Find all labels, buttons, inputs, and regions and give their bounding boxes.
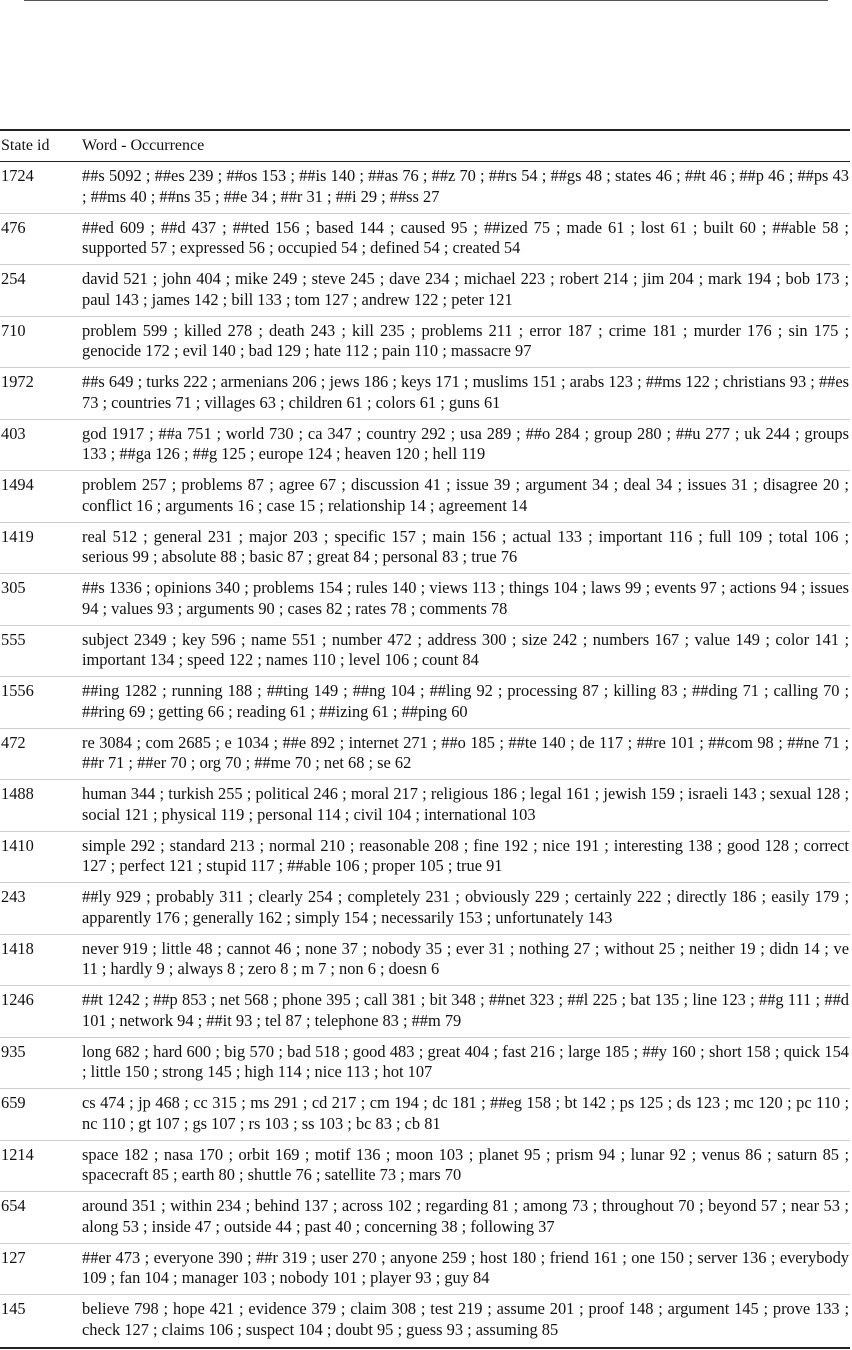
table-header-row: State id Word - Occurrence [0,131,850,162]
word-occurrence-cell: ##s 5092 ; ##es 239 ; ##os 153 ; ##is 14… [82,166,849,206]
table-row: 243 ##ly 929 ; probably 311 ; clearly 254… [0,883,850,935]
state-id-cell: 1972 [1,372,34,391]
state-word-table: State id Word - Occurrence 1724 ##s 5092 … [0,129,850,1349]
word-occurrence-cell: simple 292 ; standard 213 ; normal 210 ;… [82,835,849,876]
state-id-cell: 710 [1,320,26,340]
word-occurrence-cell: ##er 473 ; everyone 390 ; ##r 319 ; user… [82,1247,849,1288]
table-row: 1410 simple 292 ; standard 213 ; normal 2… [0,832,850,883]
table-row: 1214 space 182 ; nasa 170 ; orbit 169 ; m… [0,1141,850,1192]
word-occurrence-cell: problem 599 ; killed 278 ; death 243 ; k… [82,320,849,361]
word-occurrence-cell: subject 2349 ; key 596 ; name 551 ; numb… [82,629,849,670]
state-id-cell: 555 [1,629,26,649]
table-row: 1488 human 344 ; turkish 255 ; political … [0,780,850,832]
table-row: 654 around 351 ; within 234 ; behind 137 … [0,1192,850,1244]
page-top-rule [24,0,828,1]
table-row: 127 ##er 473 ; everyone 390 ; ##r 319 ; u… [0,1244,850,1295]
table-row: 1246 ##t 1242 ; ##p 853 ; net 568 ; phone… [0,986,850,1038]
word-occurrence-cell: around 351 ; within 234 ; behind 137 ; a… [82,1196,849,1236]
word-occurrence-cell: long 682 ; hard 600 ; big 570 ; bad 518 … [82,1041,849,1082]
table-row: 305 ##s 1336 ; opinions 340 ; problems 15… [0,574,850,626]
table-row: 1972 ##s 649 ; turks 222 ; armenians 206 … [0,368,850,420]
word-occurrence-cell: ##s 649 ; turks 222 ; armenians 206 ; je… [82,372,849,412]
state-id-cell: 935 [1,1041,26,1061]
word-occurrence-cell: space 182 ; nasa 170 ; orbit 169 ; motif… [82,1144,849,1185]
word-occurrence-cell: real 512 ; general 231 ; major 203 ; spe… [82,526,849,567]
word-occurrence-cell: problem 257 ; problems 87 ; agree 67 ; d… [82,475,849,515]
word-occurrence-cell: human 344 ; turkish 255 ; political 246 … [82,784,849,824]
state-id-header: State id [1,137,50,154]
state-id-cell: 1214 [1,1144,34,1164]
state-id-cell: 127 [1,1247,26,1267]
state-id-cell: 243 [1,887,26,906]
state-id-cell: 1410 [1,835,34,855]
table-row: 1419 real 512 ; general 231 ; major 203 ;… [0,523,850,574]
state-id-cell: 1488 [1,784,34,803]
table-row: 1724 ##s 5092 ; ##es 239 ; ##os 153 ; ##i… [0,162,850,214]
word-occurrence-cell: god 1917 ; ##a 751 ; world 730 ; ca 347 … [82,423,849,464]
word-occurrence-cell: ##t 1242 ; ##p 853 ; net 568 ; phone 395… [82,990,849,1030]
table-row: 1418 never 919 ; little 48 ; cannot 46 ; … [0,935,850,986]
table-row: 1494 problem 257 ; problems 87 ; agree 67… [0,471,850,523]
word-occurrence-cell: never 919 ; little 48 ; cannot 46 ; none… [82,938,849,979]
table-body: 1724 ##s 5092 ; ##es 239 ; ##os 153 ; ##i… [0,162,850,1347]
state-id-cell: 1418 [1,938,34,958]
state-id-cell: 403 [1,423,26,443]
table-row: 710 problem 599 ; killed 278 ; death 243 … [0,317,850,368]
state-id-cell: 1494 [1,475,34,494]
state-id-cell: 472 [1,732,26,752]
state-id-cell: 1556 [1,681,34,700]
state-id-cell: 305 [1,578,26,597]
table-row: 1556 ##ing 1282 ; running 188 ; ##ting 14… [0,677,850,729]
table-row: 476 ##ed 609 ; ##d 437 ; ##ted 156 ; base… [0,214,850,265]
table-row: 145 believe 798 ; hope 421 ; evidence 379… [0,1295,850,1347]
table-row: 403 god 1917 ; ##a 751 ; world 730 ; ca 3… [0,420,850,471]
word-occurrence-cell: cs 474 ; jp 468 ; cc 315 ; ms 291 ; cd 2… [82,1093,849,1133]
word-occurrence-cell: ##s 1336 ; opinions 340 ; problems 154 ;… [82,578,849,618]
table-row: 659 cs 474 ; jp 468 ; cc 315 ; ms 291 ; c… [0,1089,850,1141]
word-occurrence-header: Word - Occurrence [82,137,205,154]
word-occurrence-cell: ##ed 609 ; ##d 437 ; ##ted 156 ; based 1… [82,217,849,258]
state-id-cell: 659 [1,1093,26,1112]
table-row: 935 long 682 ; hard 600 ; big 570 ; bad 5… [0,1038,850,1089]
state-id-cell: 654 [1,1196,26,1215]
state-id-cell: 1419 [1,526,34,546]
state-id-cell: 1246 [1,990,34,1009]
word-occurrence-cell: david 521 ; john 404 ; mike 249 ; steve … [82,269,849,309]
word-occurrence-cell: ##ly 929 ; probably 311 ; clearly 254 ; … [82,887,849,927]
word-occurrence-cell: re 3084 ; com 2685 ; e 1034 ; ##e 892 ; … [82,732,849,773]
state-id-cell: 254 [1,269,26,288]
table-row: 555 subject 2349 ; key 596 ; name 551 ; n… [0,626,850,677]
word-occurrence-cell: ##ing 1282 ; running 188 ; ##ting 149 ; … [82,681,849,721]
state-id-cell: 145 [1,1299,26,1318]
state-id-cell: 476 [1,217,26,237]
table-row: 472 re 3084 ; com 2685 ; e 1034 ; ##e 892… [0,729,850,780]
table-row: 254 david 521 ; john 404 ; mike 249 ; ste… [0,265,850,317]
word-occurrence-cell: believe 798 ; hope 421 ; evidence 379 ; … [82,1299,849,1339]
state-id-cell: 1724 [1,166,34,185]
